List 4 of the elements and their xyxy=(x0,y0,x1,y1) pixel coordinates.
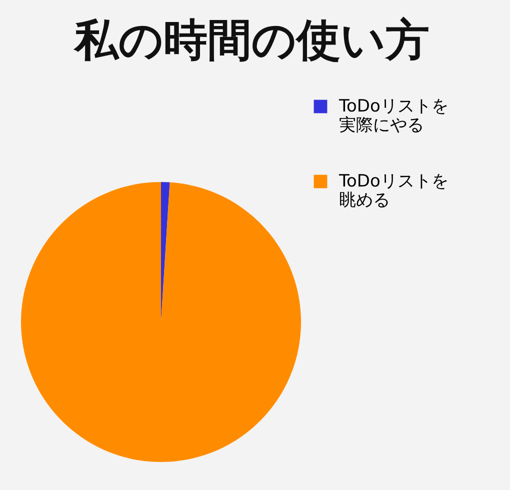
chart-title: 私の時間の使い方 xyxy=(72,15,430,66)
legend-label: ToDoリストを眺める xyxy=(338,172,448,210)
pie-slice xyxy=(21,182,301,462)
legend-label: ToDoリストを実際にやる xyxy=(338,96,448,136)
